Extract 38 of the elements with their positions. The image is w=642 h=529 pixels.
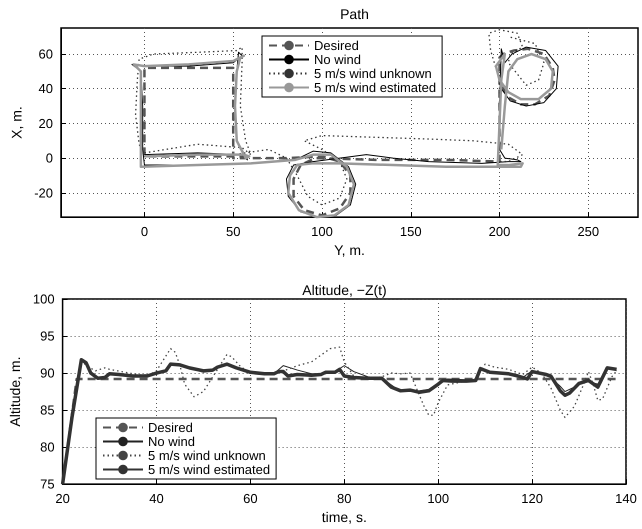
x-axis-title: time, s. (322, 509, 367, 525)
x-tick-label: 50 (226, 224, 240, 240)
x-tick-label: 150 (400, 224, 422, 240)
legend-label: 5 m/s wind estimated (148, 462, 270, 477)
legend-label: 5 m/s wind unknown (314, 66, 432, 81)
x-tick-label: 140 (615, 491, 637, 506)
x-tick-label: 80 (337, 491, 352, 506)
x-tick-label: 0 (140, 224, 148, 240)
y-tick-label: 60 (38, 46, 53, 62)
y-tick-label: 0 (46, 150, 53, 166)
x-tick-label: 60 (243, 491, 258, 506)
y-tick-label: 100 (32, 292, 55, 306)
legend-label: Desired (314, 38, 359, 53)
legend-label: 5 m/s wind unknown (148, 448, 266, 463)
y-tick-label: 80 (40, 440, 55, 455)
y-tick-label: 20 (38, 116, 53, 131)
x-tick-label: 250 (577, 224, 600, 240)
y-tick-label: 90 (40, 366, 55, 381)
legend-label: Desired (148, 420, 193, 435)
x-tick-label: 20 (55, 491, 70, 506)
x-tick-label: 100 (427, 491, 450, 506)
y-axis-title: X, m. (8, 106, 24, 139)
x-tick-label: 120 (521, 491, 543, 506)
y-tick-label: 85 (40, 402, 55, 418)
legend-label: No wind (148, 434, 195, 449)
x-tick-label: 200 (488, 224, 510, 240)
x-axis-title: Y, m. (334, 242, 365, 258)
chart-title: Altitude, −Z(t) (302, 282, 387, 298)
y-tick-label: -20 (34, 185, 53, 200)
y-axis-title: Altitude, m. (7, 356, 23, 427)
legend-label: 5 m/s wind estimated (314, 80, 436, 95)
y-tick-label: 95 (40, 328, 55, 344)
y-tick-label: 75 (40, 476, 55, 492)
legend-label: No wind (314, 52, 361, 67)
x-tick-label: 40 (149, 491, 164, 506)
y-tick-label: 40 (38, 81, 53, 96)
x-tick-label: 100 (311, 224, 333, 240)
chart-title: Path (340, 6, 369, 22)
